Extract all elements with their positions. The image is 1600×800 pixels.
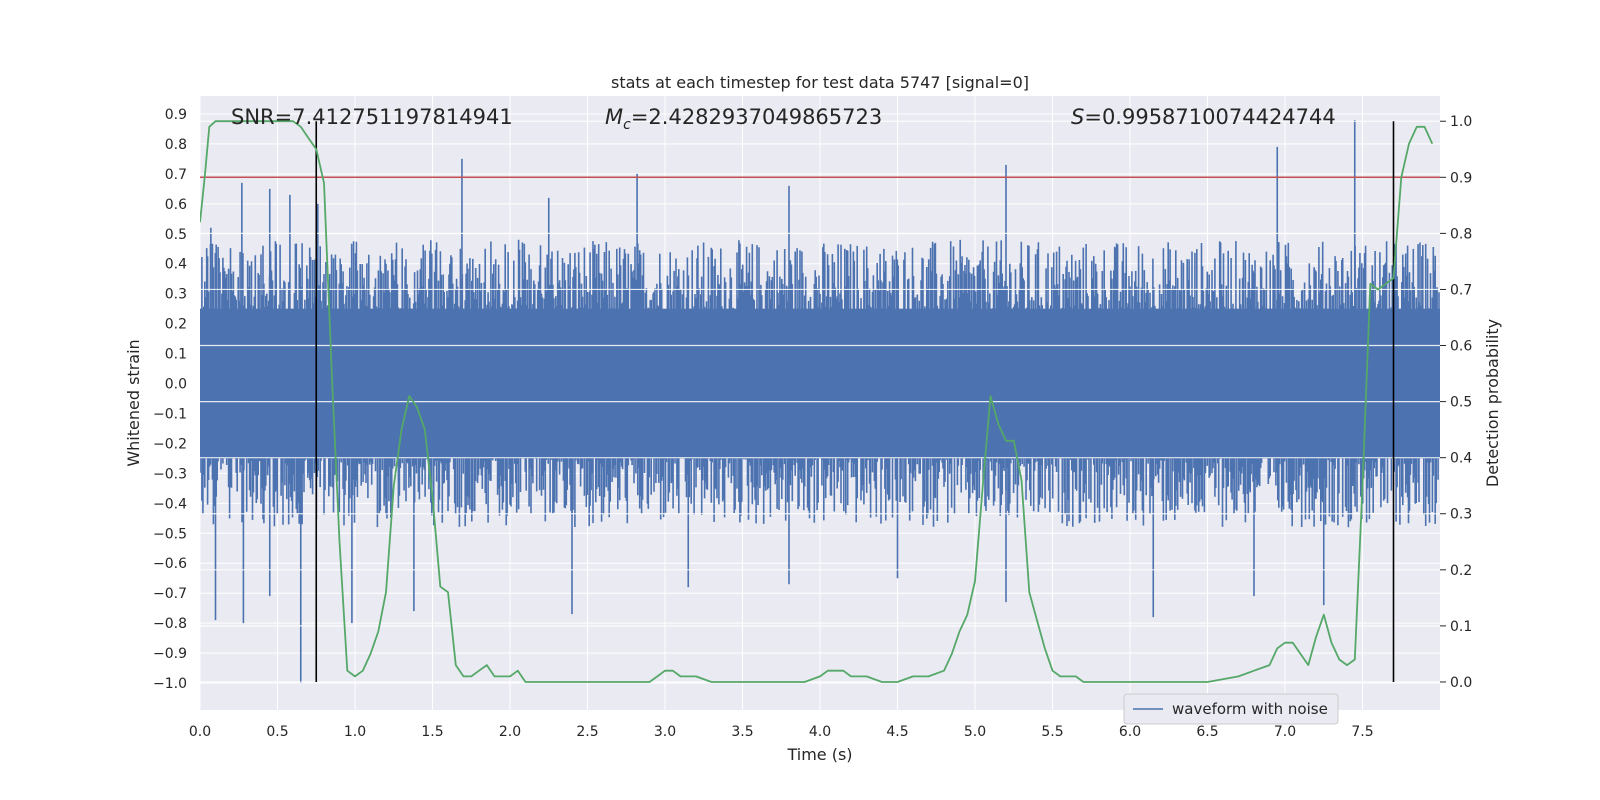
right-axis-gridlines bbox=[200, 120, 1440, 683]
right-y-tick-label: 0.4 bbox=[1450, 451, 1472, 467]
x-tick-label: 6.0 bbox=[1119, 724, 1141, 740]
x-tick-label: 3.0 bbox=[654, 724, 676, 740]
x-axis-label: Time (s) bbox=[786, 745, 852, 764]
vertical-markers bbox=[315, 121, 1395, 682]
chirp-mass-value: =2.4282937049865723 bbox=[631, 105, 882, 129]
right-y-tick-label: 0.8 bbox=[1450, 226, 1472, 242]
x-tick-label: 7.0 bbox=[1274, 724, 1296, 740]
legend-box bbox=[1123, 693, 1339, 725]
right-y-tick-label: 0.0 bbox=[1450, 675, 1472, 691]
x-tick-label: 3.5 bbox=[731, 724, 753, 740]
right-y-tick-label: 1.0 bbox=[1450, 114, 1472, 130]
left-y-tick-label: −0.7 bbox=[153, 586, 187, 602]
left-y-tick-label: 0.9 bbox=[165, 107, 187, 123]
right-y-tick-label: 0.6 bbox=[1450, 339, 1472, 355]
left-y-tick-label: 0.5 bbox=[165, 227, 187, 243]
right-y-tick-label: 0.3 bbox=[1450, 507, 1472, 523]
x-tick-label: 7.5 bbox=[1351, 724, 1373, 740]
left-y-tick-label: 0.1 bbox=[165, 347, 187, 363]
left-y-tick-label: 0.0 bbox=[165, 377, 187, 393]
statistic-annotation: S=0.9958710074424744 bbox=[1071, 105, 1336, 129]
left-y-tick-label: 0.2 bbox=[165, 317, 187, 333]
right-y-tick-label: 0.2 bbox=[1450, 563, 1472, 579]
snr-annotation: SNR=7.412751197814941 bbox=[231, 105, 513, 129]
right-y-axis-label: Detection probability bbox=[1483, 319, 1502, 487]
left-y-tick-label: −0.3 bbox=[153, 466, 187, 482]
detection-probability-line bbox=[200, 120, 1434, 683]
x-tick-label: 4.0 bbox=[809, 724, 831, 740]
left-y-axis-ticks: 0.9 0.8 0.7 0.6 0.5 0.4 0.3 0.2 0.1 0.0 −0.1 −0.2 −0… bbox=[153, 107, 187, 692]
right-y-tick-label: 0.7 bbox=[1450, 282, 1472, 298]
left-y-tick-label: 0.8 bbox=[165, 137, 187, 153]
x-tick-label: 1.0 bbox=[344, 724, 366, 740]
left-y-tick-label: −0.2 bbox=[153, 436, 187, 452]
right-y-tick-label: 0.5 bbox=[1450, 395, 1472, 411]
statistic-symbol: S bbox=[1071, 105, 1084, 129]
left-y-axis-label: Whitened strain bbox=[124, 339, 143, 466]
detection-probability-series bbox=[200, 120, 1434, 683]
left-y-tick-label: −0.5 bbox=[153, 526, 187, 542]
statistic-value: =0.9958710074424744 bbox=[1084, 105, 1335, 129]
legend-label: waveform with noise bbox=[1172, 700, 1328, 718]
x-tick-label: 5.5 bbox=[1041, 724, 1063, 740]
left-y-tick-label: 0.4 bbox=[165, 257, 187, 273]
x-tick-label: 1.5 bbox=[421, 724, 443, 740]
left-y-tick-label: 0.3 bbox=[165, 287, 187, 303]
left-y-tick-label: −0.8 bbox=[153, 616, 187, 632]
x-tick-label: 0.0 bbox=[189, 724, 211, 740]
right-y-tick-label: 0.1 bbox=[1450, 619, 1472, 635]
chart-title: stats at each timestep for test data 574… bbox=[611, 73, 1029, 92]
chirp-mass-subscript: c bbox=[623, 117, 631, 133]
waveform-with-noise-series bbox=[200, 119, 1440, 684]
left-y-tick-label: −0.4 bbox=[153, 496, 187, 512]
x-tick-label: 5.0 bbox=[964, 724, 986, 740]
legend: waveform with noise bbox=[1123, 693, 1339, 725]
right-y-tick-label: 0.9 bbox=[1450, 170, 1472, 186]
chirp-mass-annotation: Mc=2.4282937049865723 bbox=[605, 105, 882, 133]
left-y-tick-label: −1.0 bbox=[153, 676, 187, 692]
x-tick-label: 6.5 bbox=[1196, 724, 1218, 740]
left-y-tick-label: 0.7 bbox=[165, 167, 187, 183]
left-y-tick-label: −0.6 bbox=[153, 556, 187, 572]
x-tick-label: 4.5 bbox=[886, 724, 908, 740]
waveform-noise-core bbox=[200, 308, 1440, 459]
chirp-mass-symbol: M bbox=[605, 105, 623, 129]
left-y-tick-label: −0.9 bbox=[153, 646, 187, 662]
x-axis-ticks: 0.0 0.5 1.0 1.5 2.0 2.5 3.0 3.5 4.0 4.5 5.0 5.5 6.0 6… bbox=[189, 724, 1374, 740]
left-y-tick-label: −0.1 bbox=[153, 406, 187, 422]
x-tick-label: 0.5 bbox=[266, 724, 288, 740]
x-tick-label: 2.5 bbox=[576, 724, 598, 740]
x-tick-label: 2.0 bbox=[499, 724, 521, 740]
right-y-axis-ticks: 1.0 0.9 0.8 0.7 0.6 0.5 0.4 0.3 0.2 0.1 0.0 bbox=[1440, 114, 1472, 691]
left-y-tick-label: 0.6 bbox=[165, 197, 187, 213]
